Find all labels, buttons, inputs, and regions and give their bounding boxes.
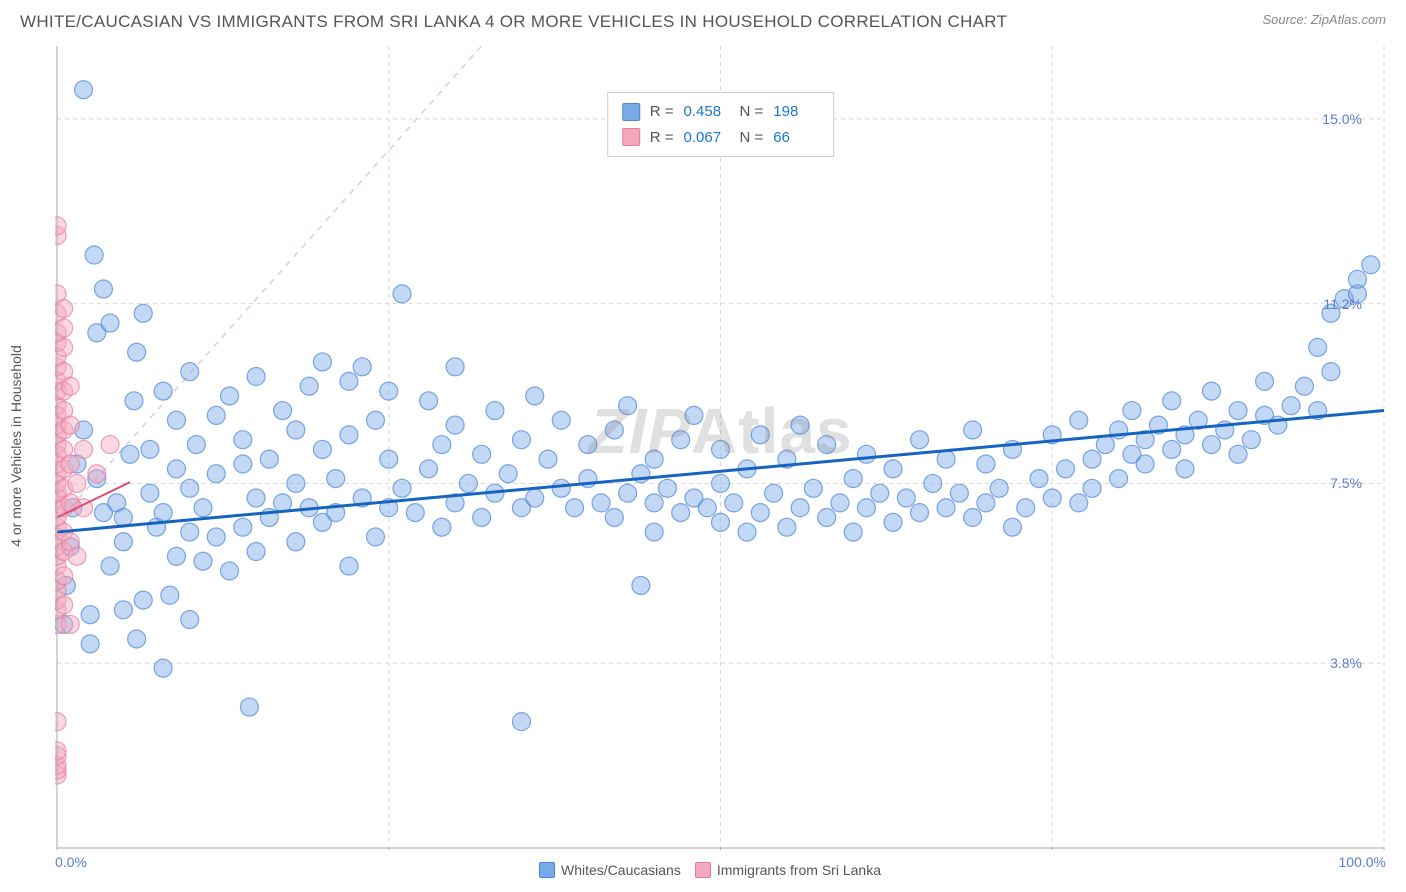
plot-area: ZIPAtlas R =0.458 N =198 R =0.067 N =66 … bbox=[55, 44, 1386, 850]
legend-swatch bbox=[695, 862, 711, 878]
stats-box: R =0.458 N =198 R =0.067 N =66 bbox=[607, 92, 835, 157]
legend-label: Immigrants from Sri Lanka bbox=[717, 862, 881, 878]
footer-legend: Whites/Caucasians Immigrants from Sri Lan… bbox=[0, 862, 1406, 878]
y-tick-label: 7.5% bbox=[1330, 475, 1362, 491]
legend-label: Whites/Caucasians bbox=[561, 862, 681, 878]
y-tick-label: 11.2% bbox=[1323, 296, 1362, 312]
header: WHITE/CAUCASIAN VS IMMIGRANTS FROM SRI L… bbox=[0, 0, 1406, 36]
stats-row: R =0.067 N =66 bbox=[622, 125, 820, 151]
y-tick-label: 3.8% bbox=[1330, 655, 1362, 671]
y-axis-label: 4 or more Vehicles in Household bbox=[8, 345, 24, 547]
scatter-svg bbox=[55, 44, 1386, 850]
stats-row: R =0.458 N =198 bbox=[622, 99, 820, 125]
source-label: Source: ZipAtlas.com bbox=[1262, 12, 1386, 27]
legend-swatch bbox=[539, 862, 555, 878]
chart-title: WHITE/CAUCASIAN VS IMMIGRANTS FROM SRI L… bbox=[20, 12, 1007, 32]
y-tick-label: 15.0% bbox=[1322, 111, 1362, 127]
